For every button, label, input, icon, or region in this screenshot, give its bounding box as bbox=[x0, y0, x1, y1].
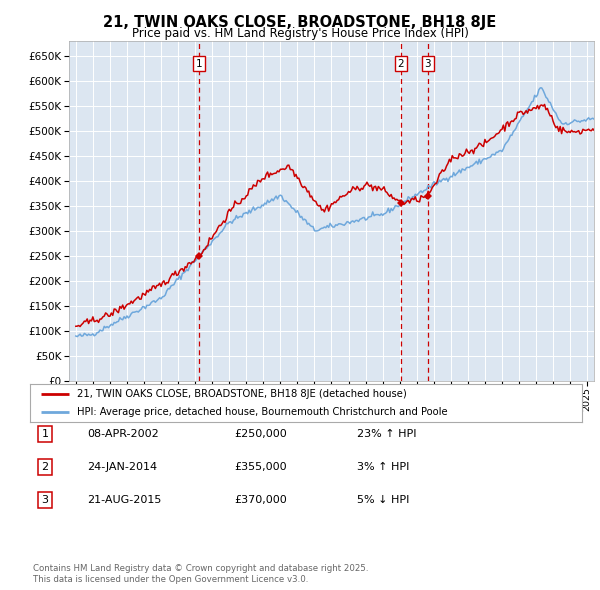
Text: Contains HM Land Registry data © Crown copyright and database right 2025.: Contains HM Land Registry data © Crown c… bbox=[33, 565, 368, 573]
Text: 21, TWIN OAKS CLOSE, BROADSTONE, BH18 8JE (detached house): 21, TWIN OAKS CLOSE, BROADSTONE, BH18 8J… bbox=[77, 389, 407, 399]
Text: This data is licensed under the Open Government Licence v3.0.: This data is licensed under the Open Gov… bbox=[33, 575, 308, 584]
Text: 1: 1 bbox=[41, 429, 49, 438]
Text: Price paid vs. HM Land Registry's House Price Index (HPI): Price paid vs. HM Land Registry's House … bbox=[131, 27, 469, 40]
Text: 5% ↓ HPI: 5% ↓ HPI bbox=[357, 496, 409, 505]
Text: 3: 3 bbox=[424, 59, 431, 69]
Text: 2: 2 bbox=[398, 59, 404, 69]
Text: 1: 1 bbox=[196, 59, 203, 69]
Text: 08-APR-2002: 08-APR-2002 bbox=[87, 429, 159, 438]
Text: 24-JAN-2014: 24-JAN-2014 bbox=[87, 463, 157, 472]
Text: £355,000: £355,000 bbox=[234, 463, 287, 472]
Text: 3: 3 bbox=[41, 496, 49, 505]
Text: 2: 2 bbox=[41, 463, 49, 472]
Text: £250,000: £250,000 bbox=[234, 429, 287, 438]
Text: 3% ↑ HPI: 3% ↑ HPI bbox=[357, 463, 409, 472]
Text: 21-AUG-2015: 21-AUG-2015 bbox=[87, 496, 161, 505]
Text: HPI: Average price, detached house, Bournemouth Christchurch and Poole: HPI: Average price, detached house, Bour… bbox=[77, 407, 448, 417]
Text: £370,000: £370,000 bbox=[234, 496, 287, 505]
Text: 21, TWIN OAKS CLOSE, BROADSTONE, BH18 8JE: 21, TWIN OAKS CLOSE, BROADSTONE, BH18 8J… bbox=[103, 15, 497, 30]
Text: 23% ↑ HPI: 23% ↑ HPI bbox=[357, 429, 416, 438]
